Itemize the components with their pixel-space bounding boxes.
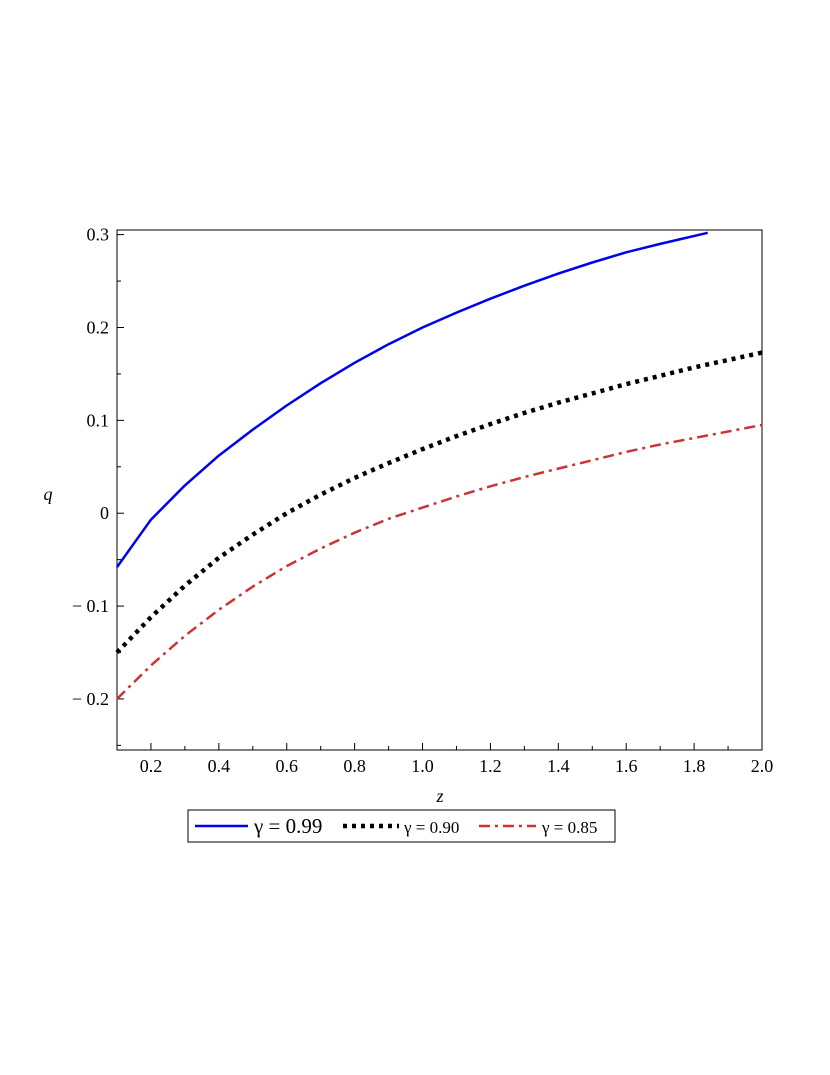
series-line-1 [115, 350, 763, 655]
y-tick-label: 0.3 [87, 225, 110, 245]
x-tick-label: 2.0 [751, 756, 774, 776]
x-axis-label: z [435, 786, 443, 806]
x-tick-label: 0.2 [140, 756, 163, 776]
y-tick-label: 0.2 [87, 318, 110, 338]
axis-ticks: 0.2 0.4 0.6 0.8 1.0 1.2 1.4 1.6 1.8 2.0 − 0.2 − 0.1… [72, 225, 773, 776]
y-tick-label: 0.1 [87, 410, 110, 430]
series-line-2 [116, 423, 763, 700]
legend-box [187, 809, 616, 843]
legend: γ = 0.99 γ = 0.90 γ = 0.85 [187, 809, 616, 843]
x-tick-label: 0.6 [275, 756, 298, 776]
y-tick-label: − 0.1 [72, 596, 109, 616]
x-tick-label: 0.8 [343, 756, 366, 776]
series-line-0 [115, 231, 708, 568]
legend-label-1: γ = 0.90 [403, 818, 459, 837]
y-tick-label: 0 [100, 503, 109, 523]
x-tick-label: 1.6 [615, 756, 638, 776]
y-axis-label: q [44, 484, 53, 504]
legend-label-2: γ = 0.85 [541, 818, 597, 837]
y-tick-label: − 0.2 [72, 689, 109, 709]
x-tick-label: 0.4 [208, 756, 231, 776]
plot-area-frame [116, 229, 763, 751]
series-lines [115, 231, 763, 700]
x-tick-label: 1.4 [547, 756, 570, 776]
legend-label-0: γ = 0.99 [253, 814, 322, 838]
x-tick-label: 1.8 [683, 756, 706, 776]
x-tick-label: 1.0 [411, 756, 434, 776]
x-tick-label: 1.2 [479, 756, 502, 776]
